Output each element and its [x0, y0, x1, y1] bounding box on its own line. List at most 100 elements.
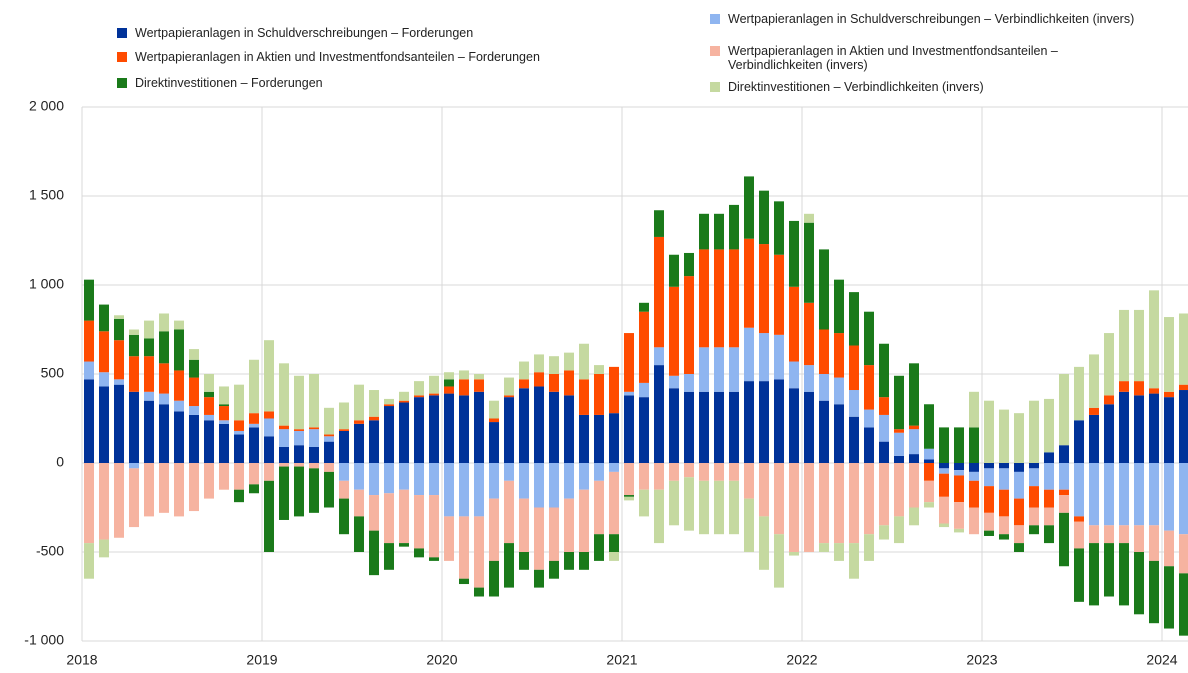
bar-segment — [984, 400, 994, 463]
bar-segment — [279, 446, 289, 463]
legend-label: Direktinvestitionen – Forderungen — [135, 76, 323, 90]
bar-segment — [624, 333, 634, 392]
bar-segment — [84, 463, 94, 544]
bar-segment — [309, 374, 319, 428]
bar-segment — [144, 338, 154, 357]
bar-segment — [774, 334, 784, 380]
bar-segment — [1179, 313, 1188, 385]
bar-segment — [1119, 391, 1129, 463]
bar-segment — [939, 496, 949, 524]
bar-segment — [534, 386, 544, 463]
bar-segment — [774, 379, 784, 463]
bar-segment — [429, 557, 439, 561]
bar-segment — [1089, 543, 1099, 606]
y-tick-label: 1 500 — [29, 187, 64, 203]
bar-segment — [774, 534, 784, 588]
bar-segment — [1029, 468, 1039, 487]
bar-segment — [1149, 525, 1159, 561]
bar-segment — [1044, 489, 1054, 508]
bar-segment — [264, 340, 274, 412]
bar-segment — [669, 254, 679, 287]
bar-segment — [849, 345, 859, 391]
bar-segment — [1164, 530, 1174, 567]
bar-segment — [819, 463, 829, 544]
bar-segment — [309, 463, 319, 469]
bar-segment — [654, 365, 664, 463]
bar-segment — [414, 548, 424, 558]
bar-segment — [534, 507, 544, 570]
bar-segment — [744, 327, 754, 382]
x-tick-label: 2021 — [606, 652, 637, 668]
bar-segment — [819, 329, 829, 374]
bar-segment — [444, 463, 454, 517]
bar-segment — [1014, 525, 1024, 544]
bar-segment — [999, 463, 1009, 469]
legend-item: Wertpapieranlagen in Aktien und Investme… — [710, 44, 1150, 72]
bar-segment — [504, 543, 514, 588]
bar-segment — [789, 220, 799, 287]
bar-segment — [399, 489, 409, 544]
bar-segment — [564, 352, 574, 371]
bar-segment — [1119, 543, 1129, 606]
bar-segment — [444, 372, 454, 380]
bar-segment — [444, 386, 454, 394]
bar-segment — [684, 477, 694, 531]
bar-segment — [804, 302, 814, 366]
bar-segment — [744, 381, 754, 463]
bar-segment — [339, 480, 349, 499]
bar-segment — [624, 495, 634, 497]
bar-segment — [354, 384, 364, 421]
bar-segment — [279, 466, 289, 520]
bar-segment — [159, 331, 169, 364]
bar-segment — [279, 463, 289, 467]
bar-segment — [399, 391, 409, 401]
bar-segment — [999, 534, 1009, 540]
bar-segment — [114, 379, 124, 385]
bar-segment — [864, 427, 874, 463]
bar-segment — [609, 552, 619, 561]
bar-segment — [429, 395, 439, 463]
bar-segment — [864, 409, 874, 428]
bar-segment — [204, 397, 214, 415]
bar-segment — [1179, 384, 1188, 391]
bar-segment — [264, 436, 274, 463]
bar-segment — [579, 489, 589, 552]
legend-swatch — [710, 14, 720, 24]
bar-segment — [1104, 395, 1114, 405]
bar-segment — [159, 393, 169, 405]
bar-segment — [1074, 548, 1084, 602]
bar-segment — [1104, 543, 1114, 597]
bar-segment — [939, 427, 949, 463]
bar-segment — [414, 397, 424, 463]
bar-segment — [744, 238, 754, 328]
bar-segment — [669, 375, 679, 389]
bar-segment — [909, 507, 919, 526]
bar-segment — [969, 471, 979, 481]
bar-segment — [324, 436, 334, 442]
legend-item: Wertpapieranlagen in Schuldverschreibung… — [117, 26, 677, 40]
bar-segment — [399, 400, 409, 403]
bar-segment — [324, 441, 334, 463]
bar-segment — [879, 414, 889, 442]
bar-segment — [264, 463, 274, 481]
bar-segment — [1134, 395, 1144, 463]
bar-segment — [654, 236, 664, 348]
bar-segment — [699, 480, 709, 535]
bar-segment — [369, 530, 379, 576]
bar-segment — [264, 411, 274, 419]
bar-segment — [159, 313, 169, 332]
bar-segment — [999, 516, 1009, 535]
bar-segment — [1089, 354, 1099, 408]
bar-segment — [804, 213, 814, 223]
bar-segment — [609, 471, 619, 535]
bar-segment — [1179, 534, 1188, 574]
bar-segment — [294, 429, 304, 431]
bar-segment — [1074, 521, 1084, 549]
bar-segment — [1179, 463, 1188, 535]
bar-segment — [639, 397, 649, 463]
bar-segment — [954, 463, 964, 471]
legend-item: Direktinvestitionen – Forderungen — [117, 76, 677, 90]
bar-segment — [474, 587, 484, 597]
